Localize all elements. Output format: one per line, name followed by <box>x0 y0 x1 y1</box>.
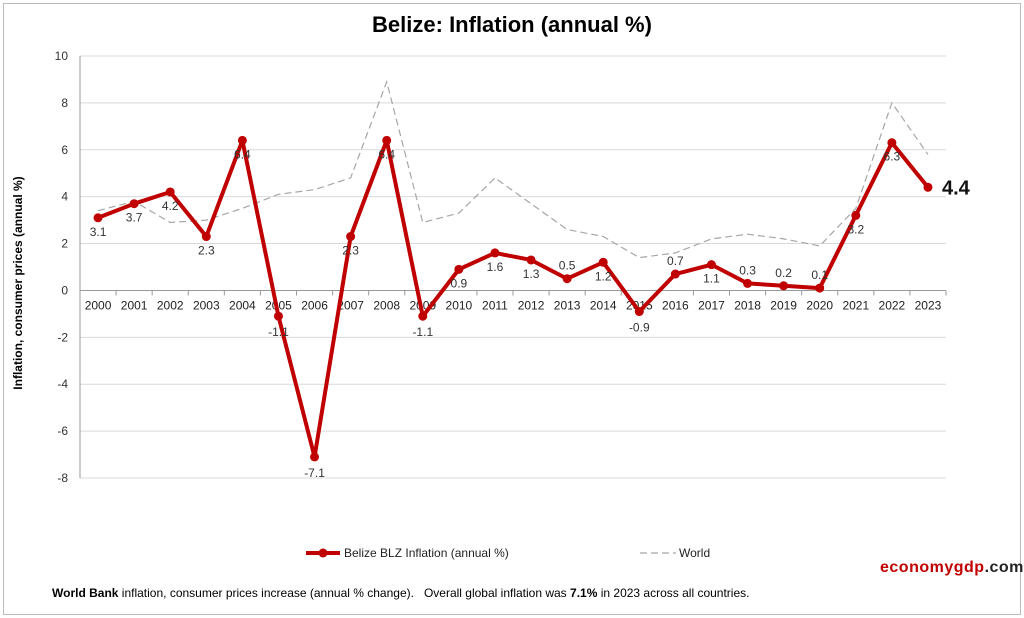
data-label: -0.9 <box>629 321 650 335</box>
footer-source: World Bank <box>52 586 119 600</box>
x-tick-label: 2001 <box>121 298 148 312</box>
belize-data-point <box>887 138 897 148</box>
x-tick-label: 2017 <box>698 298 725 312</box>
data-label: 3.1 <box>90 225 107 239</box>
belize-data-point <box>346 232 356 242</box>
y-tick-label: -4 <box>57 377 68 391</box>
y-tick-label: -6 <box>57 424 68 438</box>
belize-data-point <box>93 213 103 223</box>
belize-data-point <box>598 257 608 267</box>
y-tick-label: 4 <box>61 190 68 204</box>
belize-data-point <box>526 255 536 265</box>
y-tick-label: 6 <box>61 143 68 157</box>
chart-frame <box>3 3 1021 615</box>
latest-value-label: 4.4 <box>942 177 971 199</box>
x-tick-label: 2010 <box>446 298 473 312</box>
x-tick-label: 2011 <box>482 298 508 312</box>
x-tick-label: 2016 <box>662 298 689 312</box>
data-label: -1.1 <box>412 325 433 339</box>
belize-series-line <box>97 138 930 459</box>
belize-data-point <box>706 260 716 270</box>
belize-data-point <box>923 182 933 192</box>
data-label: 1.2 <box>595 269 612 283</box>
footer-text-end: in 2023 across all countries. <box>597 586 750 600</box>
belize-data-point <box>237 135 247 145</box>
data-label: 3.2 <box>847 222 864 236</box>
belize-data-point <box>815 283 825 293</box>
x-tick-label: 2005 <box>265 298 292 312</box>
legend-belize-label: Belize BLZ Inflation (annual %) <box>344 546 509 560</box>
x-tick-label: 2003 <box>193 298 220 312</box>
x-tick-label: 2008 <box>373 298 400 312</box>
x-tick-label: 2006 <box>301 298 328 312</box>
footer-text: inflation, consumer prices increase (ann… <box>118 586 571 600</box>
data-label: 6.4 <box>234 147 251 161</box>
data-label: 4.2 <box>162 199 179 213</box>
data-label: 1.1 <box>703 272 720 286</box>
belize-data-point <box>743 278 753 288</box>
brand-tld: .com <box>984 559 1024 576</box>
data-label: 0.7 <box>667 254 684 268</box>
x-tick-label: 2018 <box>734 298 761 312</box>
brand-logo[interactable]: economygdp.com <box>880 559 1024 577</box>
belize-data-point <box>273 311 283 321</box>
data-label: 1.6 <box>487 260 504 274</box>
y-tick-label: -2 <box>57 330 68 344</box>
data-label: 0.3 <box>739 263 756 277</box>
belize-data-point <box>310 452 320 462</box>
data-label: 0.9 <box>451 276 468 290</box>
data-label: -7.1 <box>304 466 325 480</box>
data-label: 0.1 <box>811 268 828 282</box>
legend-world-label: World <box>679 546 710 560</box>
y-tick-label: 0 <box>61 283 68 297</box>
belize-data-point <box>634 307 644 317</box>
belize-data-point <box>129 199 139 209</box>
y-tick-label: 2 <box>61 237 68 251</box>
data-label: 6.4 <box>378 147 395 161</box>
belize-data-point <box>670 269 680 279</box>
data-label: 1.3 <box>523 267 540 281</box>
x-tick-label: 2019 <box>770 298 797 312</box>
x-tick-label: 2012 <box>518 298 545 312</box>
x-tick-label: 2002 <box>157 298 184 312</box>
belize-data-point <box>454 264 464 274</box>
data-label: 2.3 <box>198 244 215 258</box>
chart-title: Belize: Inflation (annual %) <box>372 12 652 37</box>
belize-data-point <box>562 274 572 284</box>
x-tick-label: 2020 <box>806 298 833 312</box>
x-tick-label: 2013 <box>554 298 581 312</box>
belize-data-point <box>851 210 861 220</box>
data-label: 2.3 <box>342 244 359 258</box>
x-tick-label: 2000 <box>85 298 112 312</box>
x-tick-label: 2021 <box>842 298 869 312</box>
x-tick-label: 2004 <box>229 298 256 312</box>
belize-data-point <box>490 248 500 258</box>
x-tick-label: 2023 <box>915 298 942 312</box>
belize-data-point <box>165 187 175 197</box>
world-series-line <box>97 79 929 259</box>
x-tick-label: 2022 <box>879 298 906 312</box>
data-label: 0.2 <box>775 266 792 280</box>
x-tick-label: 2014 <box>590 298 617 312</box>
y-tick-label: 8 <box>61 96 68 110</box>
data-label: 0.5 <box>559 259 576 273</box>
belize-data-point <box>779 281 789 291</box>
footer-note: World Bank inflation, consumer prices in… <box>52 586 749 600</box>
data-label: -1.1 <box>268 325 289 339</box>
y-tick-label: -8 <box>57 471 68 485</box>
brand-name: economygdp <box>880 559 985 576</box>
x-tick-label: 2007 <box>337 298 364 312</box>
belize-data-point <box>382 135 392 145</box>
data-label: 6.3 <box>884 150 901 164</box>
y-tick-label: 10 <box>55 49 69 63</box>
belize-data-point <box>418 311 428 321</box>
data-label: 3.7 <box>126 211 143 225</box>
footer-global-value: 7.1% <box>570 586 598 600</box>
belize-data-point <box>201 232 211 242</box>
legend-belize-marker <box>318 548 328 558</box>
